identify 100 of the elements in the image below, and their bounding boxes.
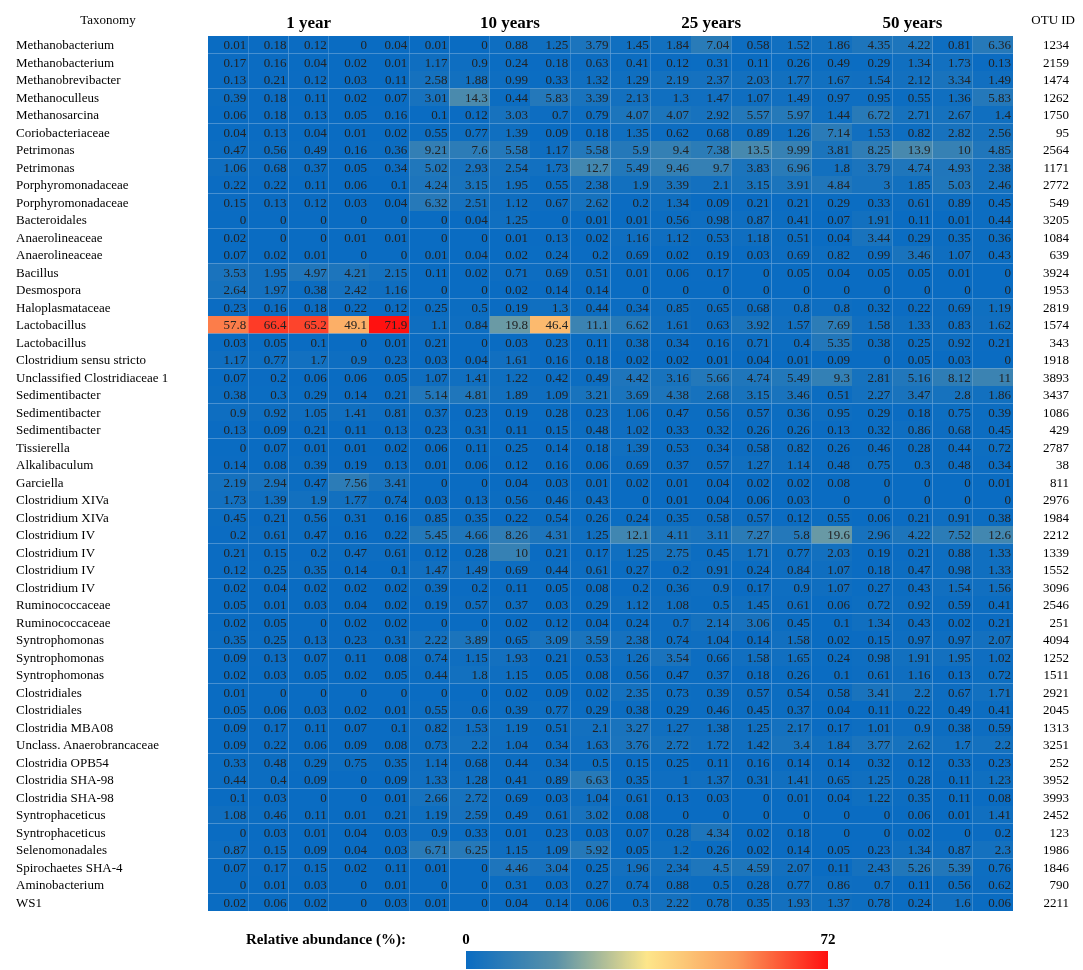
y-tick-label: Unclassified Clostridiaceae 1 (16, 369, 169, 385)
data-label: 0.06 (424, 439, 448, 455)
data-label: 0.05 (344, 107, 367, 123)
data-label: 1.17 (223, 352, 247, 368)
data-label: 0.47 (344, 544, 368, 560)
y-tick-label: Selenomonadales (16, 842, 107, 858)
data-label: 0 (320, 789, 327, 805)
data-label: 0.02 (344, 702, 367, 718)
data-label: 0.05 (304, 667, 327, 683)
data-label: 0.27 (867, 579, 891, 595)
y-tick-label: Clostridium XIVa (16, 509, 110, 525)
data-label: 0.35 (384, 754, 408, 770)
data-label: 1.16 (384, 282, 408, 298)
data-label: 0.29 (827, 194, 850, 210)
y-tick-label: Petrimonas (16, 159, 75, 175)
y2-tick-label: 790 (1049, 877, 1069, 893)
data-label: 0.55 (424, 702, 448, 718)
data-label: 0.04 (505, 474, 529, 490)
data-label: 3.27 (626, 719, 650, 735)
data-label: 0.02 (746, 824, 770, 840)
data-label: 0.34 (545, 737, 569, 753)
data-label: 1.07 (827, 579, 851, 595)
y2-tick-label: 1086 (1043, 404, 1070, 420)
data-label: 0.03 (706, 789, 730, 805)
data-label: 0.03 (545, 877, 569, 893)
data-label: 0.14 (223, 457, 247, 473)
data-label: 1.9 (310, 492, 327, 508)
data-label: 0.01 (424, 894, 448, 910)
data-label: 1.09 (545, 387, 569, 403)
data-label: 0.25 (263, 632, 287, 648)
data-label: 0.06 (988, 894, 1012, 910)
data-label: 0.02 (344, 614, 367, 630)
data-label: 0.25 (666, 754, 689, 770)
data-label: 0.01 (424, 457, 448, 473)
data-label: 1 (682, 772, 689, 788)
data-label: 0 (360, 684, 367, 700)
y2-tick-label: 1171 (1043, 159, 1069, 175)
data-label: 0.43 (988, 247, 1011, 263)
data-label: 0.03 (304, 702, 327, 718)
data-label: 0.39 (505, 702, 528, 718)
data-label: 0.02 (344, 579, 367, 595)
data-label: 0.9 (793, 579, 810, 595)
y2-tick-label: 2772 (1043, 177, 1069, 193)
y-tick-label: Clostridia OPB54 (16, 754, 110, 770)
data-label: 0.01 (344, 124, 367, 140)
data-label: 0.17 (263, 859, 287, 875)
y-tick-label: Tissierella (16, 439, 70, 455)
data-label: 0.24 (505, 54, 529, 70)
data-label: 0.39 (988, 404, 1011, 420)
data-label: 1.01 (867, 719, 891, 735)
y-tick-label: Clostridia SHA-98 (16, 789, 114, 805)
data-label: 5.02 (424, 159, 448, 175)
data-label: 2.37 (706, 72, 730, 88)
data-label: 0 (481, 229, 488, 245)
y2-tick-label: 1262 (1043, 89, 1069, 105)
data-label: 1.33 (907, 317, 931, 333)
data-label: 0 (1004, 352, 1011, 368)
data-label: 1.12 (666, 229, 689, 245)
data-label: 1.54 (867, 72, 891, 88)
data-label: 0.01 (384, 334, 408, 350)
data-label: 1.29 (626, 72, 649, 88)
data-label: 0.8 (833, 299, 850, 315)
data-label: 9.3 (833, 369, 850, 385)
data-label: 0.04 (465, 212, 489, 228)
data-label: 0 (763, 282, 770, 298)
data-label: 1.41 (344, 404, 367, 420)
data-label: 3.09 (545, 632, 569, 648)
data-label: 1.25 (585, 527, 609, 543)
data-label: 0 (883, 474, 891, 490)
data-label: 0.02 (505, 684, 528, 700)
data-label: 0.2 (672, 562, 689, 578)
data-label: 0.21 (988, 334, 1011, 350)
data-label: 0.3 (270, 387, 287, 403)
y2-tick-label: 2819 (1043, 299, 1069, 315)
data-label: 0.05 (263, 614, 287, 630)
data-label: 0 (441, 212, 448, 228)
data-label: 0.12 (545, 614, 569, 630)
data-label: 2.22 (666, 894, 689, 910)
y2-tick-label: 1986 (1043, 842, 1070, 858)
data-label: 1.37 (827, 894, 851, 910)
data-label: 0.67 (545, 194, 569, 210)
data-label: 0.45 (706, 544, 730, 560)
data-label: 0 (360, 772, 367, 788)
data-label: 0.59 (948, 597, 971, 613)
data-label: 1.3 (672, 89, 689, 105)
data-label: 0.01 (344, 807, 367, 823)
data-label: 0.13 (263, 649, 287, 665)
data-label: 0.08 (988, 789, 1011, 805)
data-label: 0.7 (552, 107, 569, 123)
data-label: 0.21 (384, 387, 408, 403)
data-label: 0.29 (304, 754, 327, 770)
data-label: 0.49 (304, 142, 327, 158)
data-label: 0.77 (465, 124, 489, 140)
data-label: 2.62 (907, 737, 931, 753)
data-label: 0.33 (465, 824, 488, 840)
data-label: 0.03 (263, 789, 287, 805)
data-label: 0.01 (787, 352, 810, 368)
data-label: 0 (682, 282, 689, 298)
data-label: 0.09 (384, 772, 408, 788)
data-label: 0.02 (948, 614, 971, 630)
